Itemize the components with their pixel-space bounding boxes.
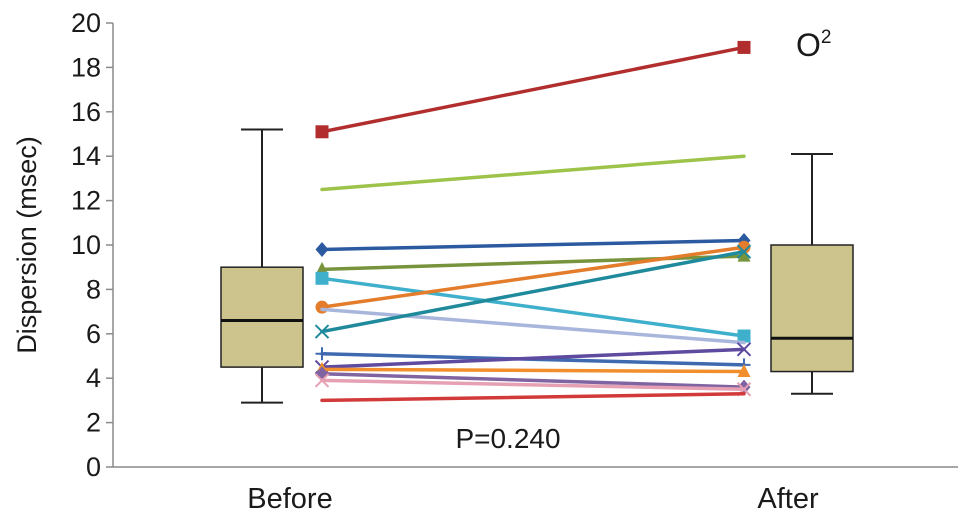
y-tick-label: 0: [86, 452, 101, 482]
point-marker: [737, 240, 751, 254]
point-marker: [736, 244, 752, 259]
paired-lines: [314, 40, 752, 403]
point-marker: [737, 329, 751, 343]
series-segment: [320, 307, 746, 345]
point-marker: [737, 364, 751, 378]
box-before: [220, 128, 304, 404]
point-marker: [314, 324, 330, 339]
series-line-6: [315, 240, 751, 314]
point-marker: [315, 241, 329, 257]
y-tick-label: 10: [71, 230, 101, 260]
series-segment: [320, 367, 746, 374]
panel-label: O2: [796, 27, 831, 63]
p-value-annotation: P=0.240: [455, 423, 560, 454]
series-line-1: [315, 40, 751, 139]
box-iqr: [220, 266, 304, 368]
y-tick-label: 6: [86, 319, 101, 349]
series-segment: [320, 154, 746, 192]
panel-label-superscript: 2: [821, 27, 832, 48]
x-axis: Before After: [113, 466, 958, 515]
y-tick-label: 8: [86, 274, 101, 304]
series-segment: [320, 391, 746, 403]
y-tick-label: 20: [71, 8, 101, 38]
series-line-7: [320, 307, 746, 345]
y-tick-label: 18: [71, 52, 101, 82]
x-category-label: After: [757, 483, 819, 515]
series-line-13: [314, 373, 752, 397]
series-segment: [320, 378, 746, 392]
series-segment: [320, 238, 746, 252]
y-tick-label: 16: [71, 97, 101, 127]
series-segment: [320, 245, 746, 309]
panel-label-base: O: [796, 27, 821, 63]
series-line-14: [320, 391, 746, 403]
series-segment: [320, 372, 746, 389]
series-segment: [320, 45, 746, 134]
series-segment: [320, 347, 746, 369]
box-after: [770, 152, 854, 395]
point-marker: [736, 342, 752, 357]
y-tick-label: 12: [71, 186, 101, 216]
point-marker: [737, 40, 751, 54]
box-plots: [220, 128, 854, 404]
point-marker: [315, 125, 329, 139]
point-marker: [737, 248, 751, 262]
point-marker: [314, 373, 330, 388]
series-segment: [320, 249, 746, 334]
y-axis: 0 2 4 6 8 10 12 14 16 18 20: [71, 8, 114, 482]
series-line-3: [315, 233, 751, 257]
series-segment: [320, 276, 746, 338]
y-axis-title: Dispersion (msec): [12, 136, 42, 354]
y-tick-label: 4: [86, 363, 101, 393]
y-tick-label: 2: [86, 408, 101, 438]
x-category-label: Before: [247, 483, 332, 515]
series-line-2: [320, 154, 746, 192]
point-marker: [315, 271, 329, 285]
y-tick-label: 14: [71, 141, 101, 171]
series-line-8: [314, 244, 752, 339]
point-marker: [315, 347, 329, 361]
box-iqr: [770, 244, 854, 373]
point-marker: [315, 261, 329, 275]
point-marker: [315, 300, 329, 314]
series-line-5: [315, 271, 751, 343]
